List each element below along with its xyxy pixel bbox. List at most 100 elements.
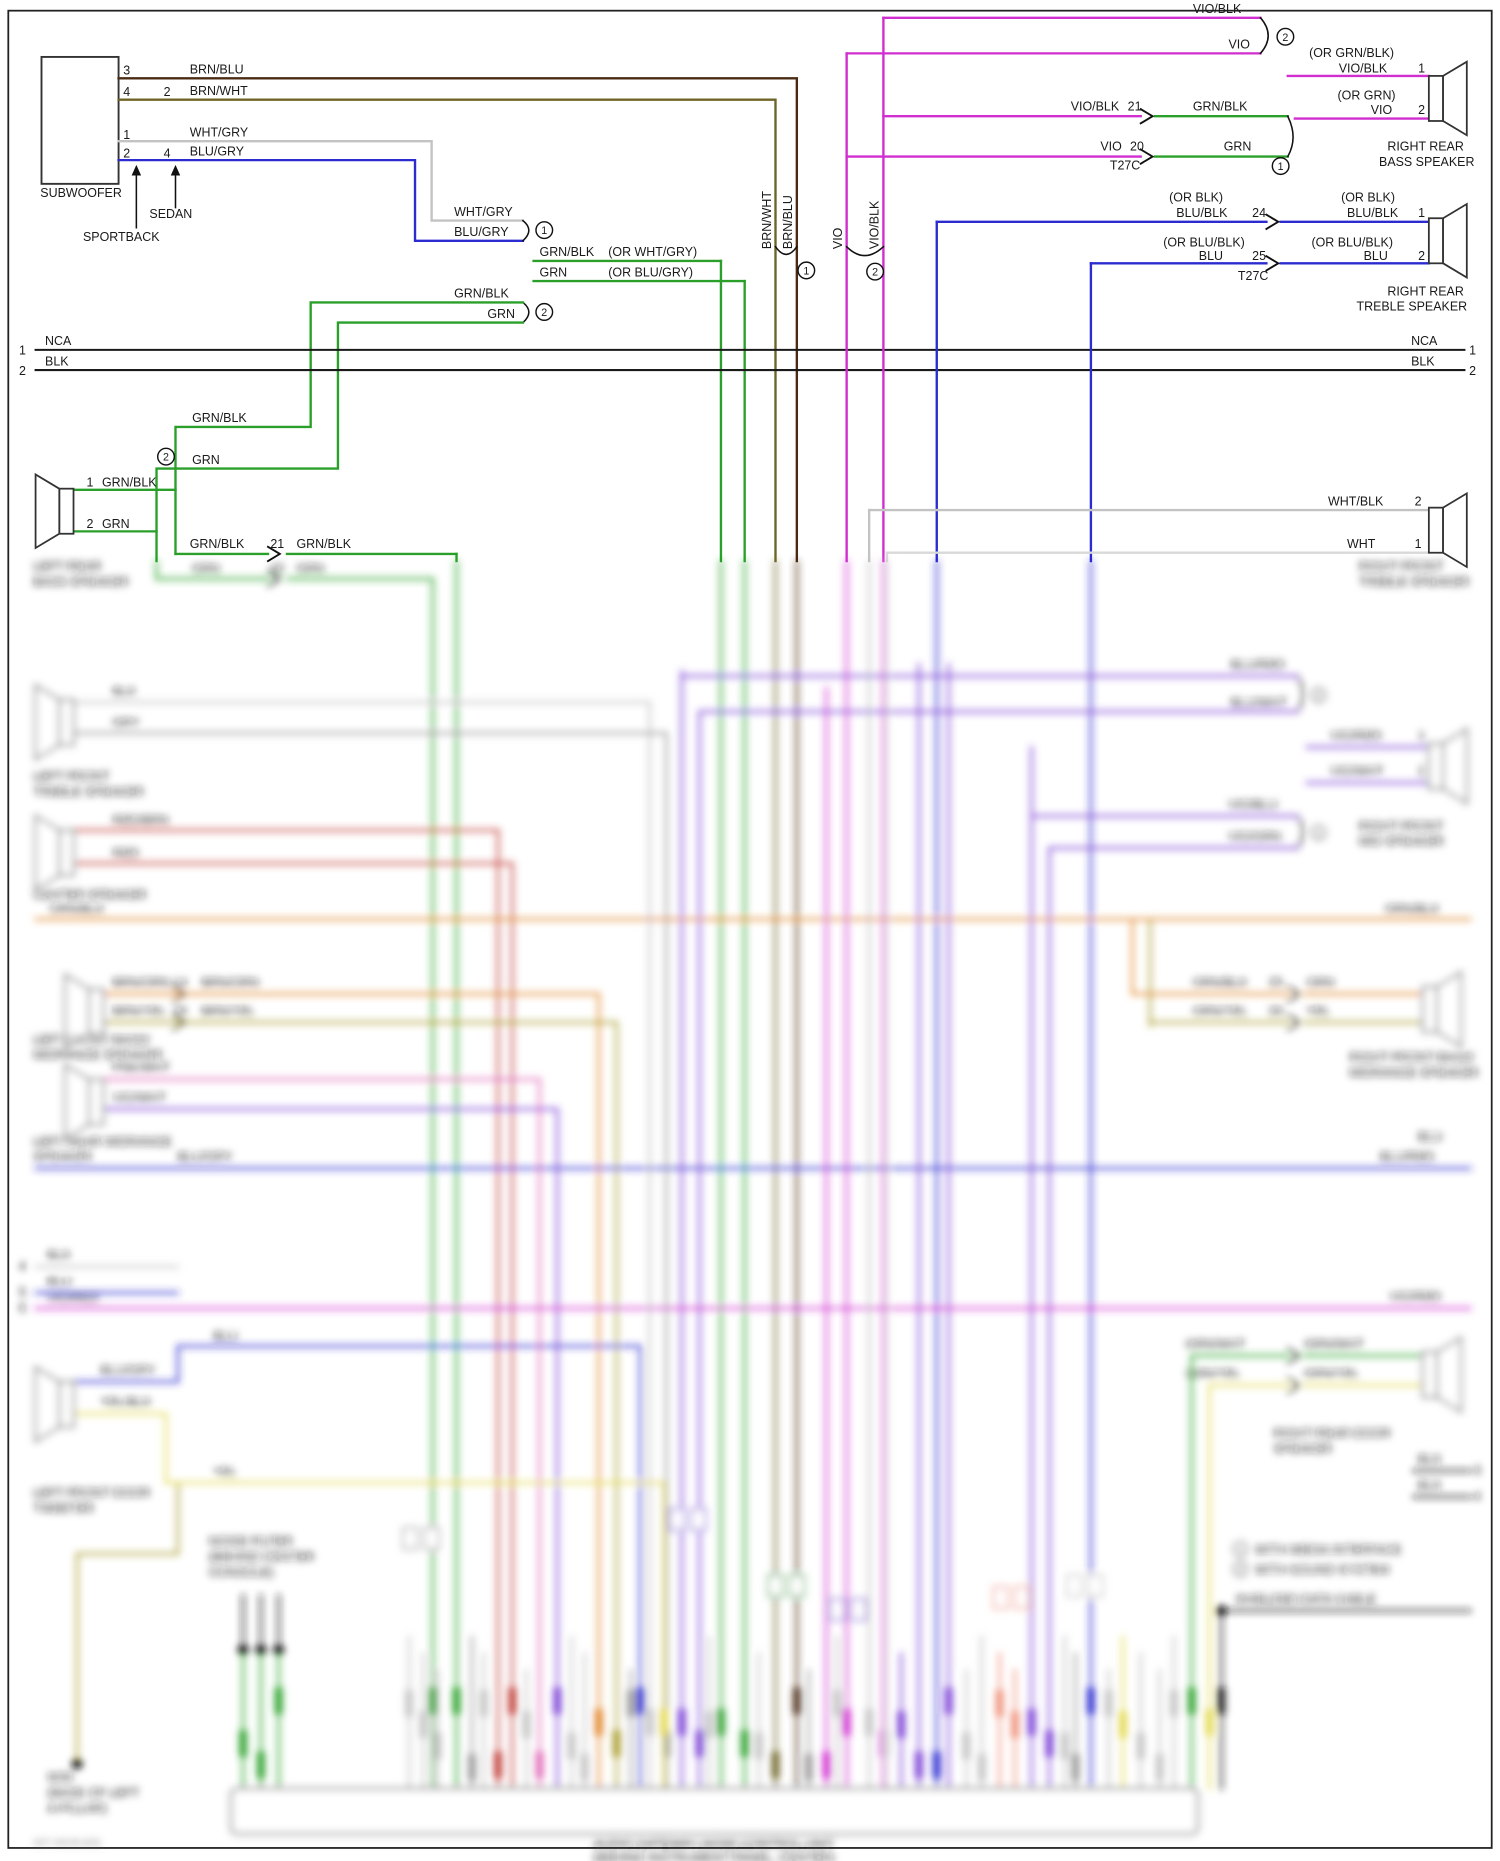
wire-label: ORN/YEL: [1193, 1004, 1248, 1018]
svg-text:2: 2: [163, 452, 169, 464]
pin-label: 4: [1474, 1489, 1481, 1503]
wire-label: VIO: [1100, 140, 1122, 154]
wire-label: GRN/BLK: [1193, 99, 1248, 113]
component-label: AUDIO GATEWAY (AGW) CONTROL UNIT: [594, 1837, 835, 1851]
pin-label: 1: [1415, 537, 1422, 551]
subwoofer: SUBWOOFER 3 4 2 1 2 4 BRN/BLU BRN/WHT WH…: [40, 55, 249, 244]
wire-label: BLK: [45, 354, 69, 368]
wire-wht-gry: [117, 139, 525, 222]
svg-text:1: 1: [1316, 828, 1322, 840]
page-border: [7, 9, 1493, 1849]
wire-label: YEL/BLK: [101, 1396, 152, 1410]
wire-brn-wht: [117, 98, 777, 563]
pin-label: 3: [1474, 1463, 1481, 1477]
wire-label: BLK: [1411, 354, 1435, 368]
component-label: LEFT FRONT DOOR: [33, 1486, 150, 1500]
wire-label: (OR BLK): [1169, 191, 1223, 205]
pin-label: 25: [1252, 249, 1266, 263]
wire-label: YEL: [213, 1466, 237, 1480]
wire-label: GRN: [540, 265, 568, 279]
wire-label: BRN/YEL: [113, 1004, 166, 1018]
ground-label: (BASE OF LEFT: [47, 1786, 139, 1800]
pair-arc: [1296, 814, 1304, 850]
wire-label: (OR BLK): [1341, 191, 1395, 205]
component-label: RIGHT REAR: [1387, 284, 1463, 298]
wire-label: BRN/BLU: [781, 195, 795, 249]
wire-label: VIO/GRN: [1228, 830, 1281, 844]
junction-dot: [273, 1644, 284, 1656]
legend-label: WITH MEDIA INTERFACE: [1255, 1543, 1402, 1557]
wire-label: BLK: [1418, 1479, 1442, 1493]
pair-marker-1: 1: [1271, 157, 1290, 176]
wire-label: BLU: [1364, 249, 1388, 263]
blurred-lower-diagram: 2 1 1 2 LEFT REAR BASS SPEAKER RIGHT FRO…: [19, 560, 1481, 1861]
pin-label: 1: [1418, 729, 1425, 743]
component-label: SUBWOOFER: [40, 186, 122, 200]
wire-label: BLK: [113, 685, 137, 699]
connector-wedge: [1286, 1376, 1302, 1394]
connector-wedge: [1286, 1347, 1302, 1365]
legend-label: WITH SOUND SYSTEM: [1255, 1563, 1390, 1577]
wire-label: VIO: [1371, 103, 1393, 117]
component-label: NOISE FILTER: [209, 1534, 293, 1548]
wire-label: (OR BLU/GRY): [608, 265, 693, 279]
wire-label: RED: [113, 847, 139, 861]
splice-box: [1087, 1574, 1104, 1598]
wire-label: BLU/BLK: [1176, 206, 1228, 220]
wire-label: VIO: [1228, 38, 1250, 52]
wire-label: (OR WHT/GRY): [608, 245, 697, 259]
pin-label: 22: [270, 562, 284, 576]
svg-text:1: 1: [1237, 1544, 1243, 1556]
wire-label: BRN/BLU: [190, 63, 244, 77]
pair-marker-2: 2: [866, 262, 885, 281]
wire-label: BLU/GRY: [454, 225, 509, 239]
wire-label: WHT/GRY: [190, 125, 249, 139]
trunk-wires: BRN/WHT BRN/BLU VIO VIO/BLK 1 2: [760, 16, 885, 563]
junction-dot: [255, 1644, 267, 1656]
wire-label: BLU/GRY: [101, 1364, 156, 1378]
wire-label: BLU/RED: [1231, 658, 1285, 672]
note-label: SHIELDED DATA CABLE: [1236, 1593, 1377, 1607]
wire-label: VIO/WHT: [1330, 765, 1384, 779]
wire-label: GRY: [113, 716, 140, 730]
pair-arc: [1296, 675, 1304, 713]
svg-text:2: 2: [1316, 690, 1322, 702]
wire-label: BRN/YEL: [202, 1004, 255, 1018]
pin-label: 2: [1415, 494, 1422, 508]
wire-label: VIO/BLK: [1339, 61, 1388, 75]
wire-label: BRN/ORN: [113, 976, 170, 990]
connector-wedge: [1265, 254, 1281, 272]
connector-wedge: [1286, 1014, 1302, 1031]
component-label: TWEETER: [33, 1501, 94, 1515]
connector-wedge: [1265, 213, 1281, 231]
component-label: RIGHT REAR: [1387, 140, 1463, 154]
splice-box: [829, 1597, 846, 1622]
pair-marker: 1: [1310, 824, 1327, 841]
splice-box: [669, 1507, 686, 1531]
wire-label: RED/BRN: [113, 813, 169, 827]
component-label: MIDRANGE SPEAKER: [33, 1048, 162, 1062]
ground-label: W30: [47, 1771, 73, 1785]
wire-label: GRN/YEL: [1186, 1367, 1241, 1381]
wire-label: WHT/GRY: [454, 205, 513, 219]
component-label: RIGHT FRONT: [1359, 560, 1444, 574]
pair-arc: [845, 245, 885, 257]
pair-marker-2: 2: [1276, 27, 1295, 46]
pin-label: 2: [123, 147, 130, 161]
wire-label: ORN: [1307, 976, 1335, 990]
pin-label: 4: [19, 1259, 26, 1273]
component-label: CONSOLE): [209, 1565, 274, 1579]
component-label: LEFT FRONT: [33, 769, 110, 783]
legend-marker-2: 2: [1232, 1561, 1249, 1578]
variant-label: SEDAN: [149, 207, 192, 221]
pin-label: 2: [1418, 249, 1425, 263]
svg-text:1: 1: [1278, 161, 1284, 173]
connector-label: T27C: [1110, 159, 1140, 173]
wire-blu-gry: [117, 158, 525, 242]
wire-label: GRN: [192, 562, 220, 576]
pin-label: 21: [270, 537, 284, 551]
wire-label: GRN/BLK: [192, 411, 247, 425]
component-label: BASS SPEAKER: [1379, 155, 1474, 169]
wire-label: (OR GRN/BLK): [1309, 46, 1394, 60]
wire-label: BLU/RED: [1380, 1150, 1434, 1164]
